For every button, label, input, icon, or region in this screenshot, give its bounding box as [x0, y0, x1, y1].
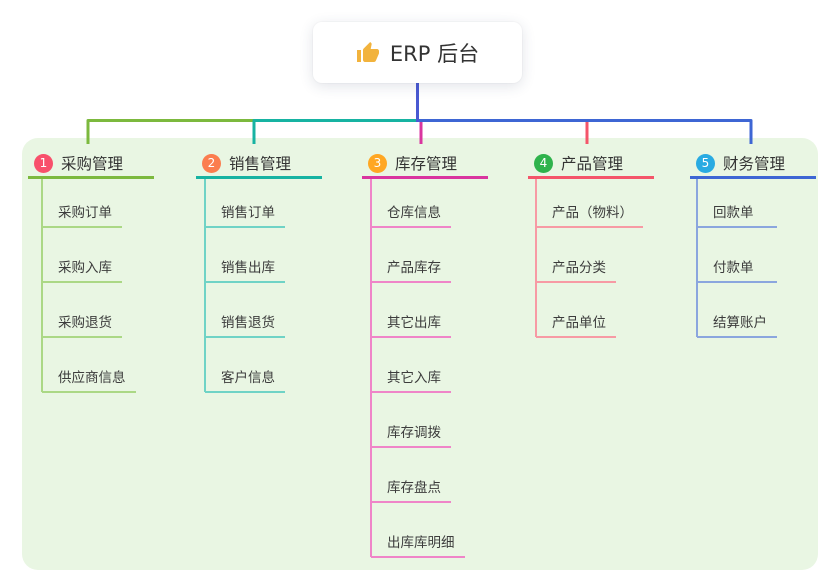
node-purchase-order[interactable]: 采购订单	[42, 202, 122, 228]
node-sales-outbound[interactable]: 销售出库	[205, 257, 285, 283]
branch-title: 产品管理	[561, 155, 624, 173]
node-supplier-info[interactable]: 供应商信息	[42, 367, 136, 393]
branch-heading-sales[interactable]: 2 销售管理	[196, 150, 322, 179]
branch-badge-4: 4	[534, 153, 553, 173]
node-purchase-return[interactable]: 采购退货	[42, 312, 122, 338]
branch-heading-product[interactable]: 4 产品管理	[528, 150, 654, 179]
branch-badge-1: 1	[34, 153, 53, 173]
node-product-material[interactable]: 产品（物料）	[536, 202, 643, 228]
node-outbound-detail[interactable]: 出库库明细	[371, 532, 465, 558]
branch-title: 销售管理	[229, 155, 292, 173]
branch-heading-finance[interactable]: 5 财务管理	[690, 150, 816, 179]
root-title: ERP 后台	[389, 41, 480, 66]
node-purchase-inbound[interactable]: 采购入库	[42, 257, 122, 283]
node-payment-bill[interactable]: 付款单	[697, 257, 777, 283]
node-stock-transfer[interactable]: 库存调拨	[371, 422, 451, 448]
branch-heading-inventory[interactable]: 3 库存管理	[362, 150, 488, 179]
node-customer-info[interactable]: 客户信息	[205, 367, 285, 393]
node-product-stock[interactable]: 产品库存	[371, 257, 451, 283]
branch-title: 财务管理	[723, 155, 786, 173]
node-warehouse-info[interactable]: 仓库信息	[371, 202, 451, 228]
branch-badge-3: 3	[368, 153, 387, 173]
node-receipt-bill[interactable]: 回款单	[697, 202, 777, 228]
branch-title: 库存管理	[395, 155, 458, 173]
branch-badge-5: 5	[696, 153, 715, 173]
branches-panel	[22, 138, 818, 570]
node-stock-check[interactable]: 库存盘点	[371, 477, 451, 503]
node-product-category[interactable]: 产品分类	[536, 257, 616, 283]
root-node[interactable]: ERP 后台	[313, 22, 522, 83]
node-product-unit[interactable]: 产品单位	[536, 312, 616, 338]
node-other-outbound[interactable]: 其它出库	[371, 312, 451, 338]
node-sales-return[interactable]: 销售退货	[205, 312, 285, 338]
branch-heading-purchase[interactable]: 1 采购管理	[28, 150, 154, 179]
branch-title: 采购管理	[61, 155, 124, 173]
node-settle-account[interactable]: 结算账户	[697, 312, 777, 338]
node-other-inbound[interactable]: 其它入库	[371, 367, 451, 393]
branch-badge-2: 2	[202, 153, 221, 173]
thumbs-up-icon	[356, 41, 379, 62]
node-sales-order[interactable]: 销售订单	[205, 202, 285, 228]
